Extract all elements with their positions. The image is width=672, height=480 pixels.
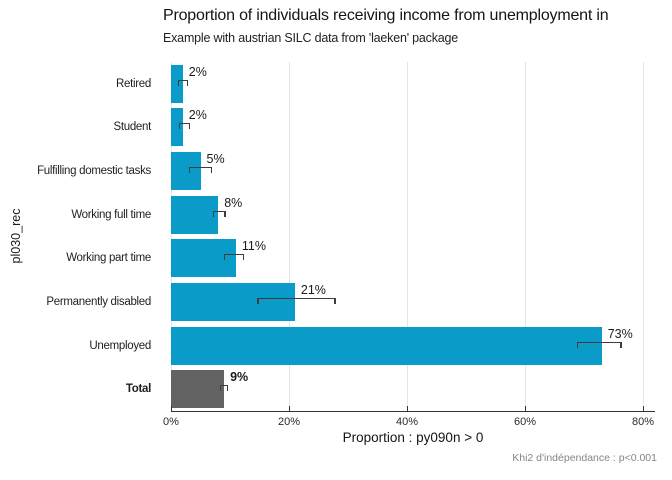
bar-row-total: 9% — [171, 367, 655, 411]
error-bar-cap-low — [219, 386, 222, 392]
error-bar — [188, 167, 213, 174]
gridline-80% — [643, 62, 644, 411]
x-tick-label: 0% — [163, 416, 179, 428]
bar-row-unemployed: 73% — [171, 324, 655, 368]
x-tick-label: 80% — [631, 416, 655, 428]
error-bar-cap-low — [576, 342, 579, 348]
x-tick-label: 40% — [395, 416, 419, 428]
bar-row-retired: 2% — [171, 62, 655, 106]
error-bar — [178, 79, 189, 86]
bar — [171, 64, 183, 103]
x-tick — [289, 406, 291, 411]
category-label: Fulfilling domestic tasks — [37, 165, 151, 178]
x-tick — [643, 406, 645, 411]
chart-subtitle: Example with austrian SILC data from 'la… — [163, 31, 459, 45]
value-label: 8% — [224, 195, 243, 210]
category-label: Student — [113, 121, 151, 134]
error-bar-cap-high — [189, 124, 191, 130]
gridline-0% — [171, 62, 172, 411]
error-bar-cap-high — [242, 255, 245, 261]
error-bar — [212, 210, 226, 217]
value-label: 21% — [300, 282, 326, 297]
gridline-60% — [525, 62, 526, 411]
bar — [171, 370, 225, 409]
category-label: Unemployed — [89, 339, 151, 352]
x-tick — [407, 406, 409, 411]
bar — [171, 108, 183, 147]
bar — [171, 282, 295, 321]
x-axis-line — [171, 411, 655, 413]
bar-row-fulfilling-domestic-tasks: 5% — [171, 149, 655, 193]
category-label: Retired — [116, 77, 151, 90]
value-label: 2% — [188, 108, 207, 123]
bar — [171, 326, 602, 365]
category-label: Working part time — [66, 252, 151, 265]
plot-panel: 2% 2% 5% 8% 11% 21% 73% 9% — [171, 62, 655, 411]
error-bar-cap-low — [257, 298, 259, 304]
error-bar — [178, 123, 191, 130]
chart-title: Proportion of individuals receiving inco… — [163, 7, 609, 24]
x-axis-title: Proportion : py090n > 0 — [342, 430, 484, 445]
error-bar-cap-low — [178, 80, 180, 86]
error-bar-cap-high — [186, 80, 189, 86]
error-bar — [576, 341, 622, 348]
value-label: 2% — [188, 64, 207, 79]
error-bar-cap-high — [210, 168, 213, 174]
error-bar-cap-low — [212, 211, 215, 217]
bar-row-working-full-time: 8% — [171, 193, 655, 237]
error-bar — [257, 297, 336, 304]
value-label: 5% — [206, 152, 225, 167]
gridline-20% — [289, 62, 290, 411]
error-bar-cap-high — [334, 298, 336, 304]
x-tick-label: 60% — [513, 416, 537, 428]
error-bar-cap-high — [224, 211, 226, 217]
value-label: 9% — [230, 370, 249, 385]
category-axis-labels: Retired Student Fulfilling domestic tasks W… — [0, 62, 161, 411]
value-label: 73% — [607, 326, 633, 341]
x-tick — [525, 406, 527, 411]
value-label: 11% — [241, 239, 266, 254]
error-bar — [224, 254, 245, 261]
error-bar-cap-high — [226, 386, 229, 392]
bar-row-working-part-time: 11% — [171, 237, 655, 281]
gridline-40% — [407, 62, 408, 411]
error-bar-cap-low — [188, 168, 191, 174]
x-tick-label: 20% — [277, 416, 301, 428]
bar-row-permanently-disabled: 21% — [171, 280, 655, 324]
bar — [171, 195, 219, 234]
chart-caption: Khi2 d'indépendance : p<0.001 — [512, 452, 657, 464]
error-bar-cap-low — [178, 124, 181, 130]
x-tick — [171, 406, 173, 411]
error-bar — [219, 385, 229, 392]
category-label: Working full time — [71, 208, 151, 221]
bar — [171, 239, 236, 278]
category-label: Total — [125, 383, 151, 396]
bar — [171, 152, 201, 191]
error-bar-cap-high — [620, 342, 622, 348]
category-label: Permanently disabled — [46, 295, 151, 308]
error-bar-cap-low — [224, 255, 226, 261]
bar-row-student: 2% — [171, 106, 655, 150]
